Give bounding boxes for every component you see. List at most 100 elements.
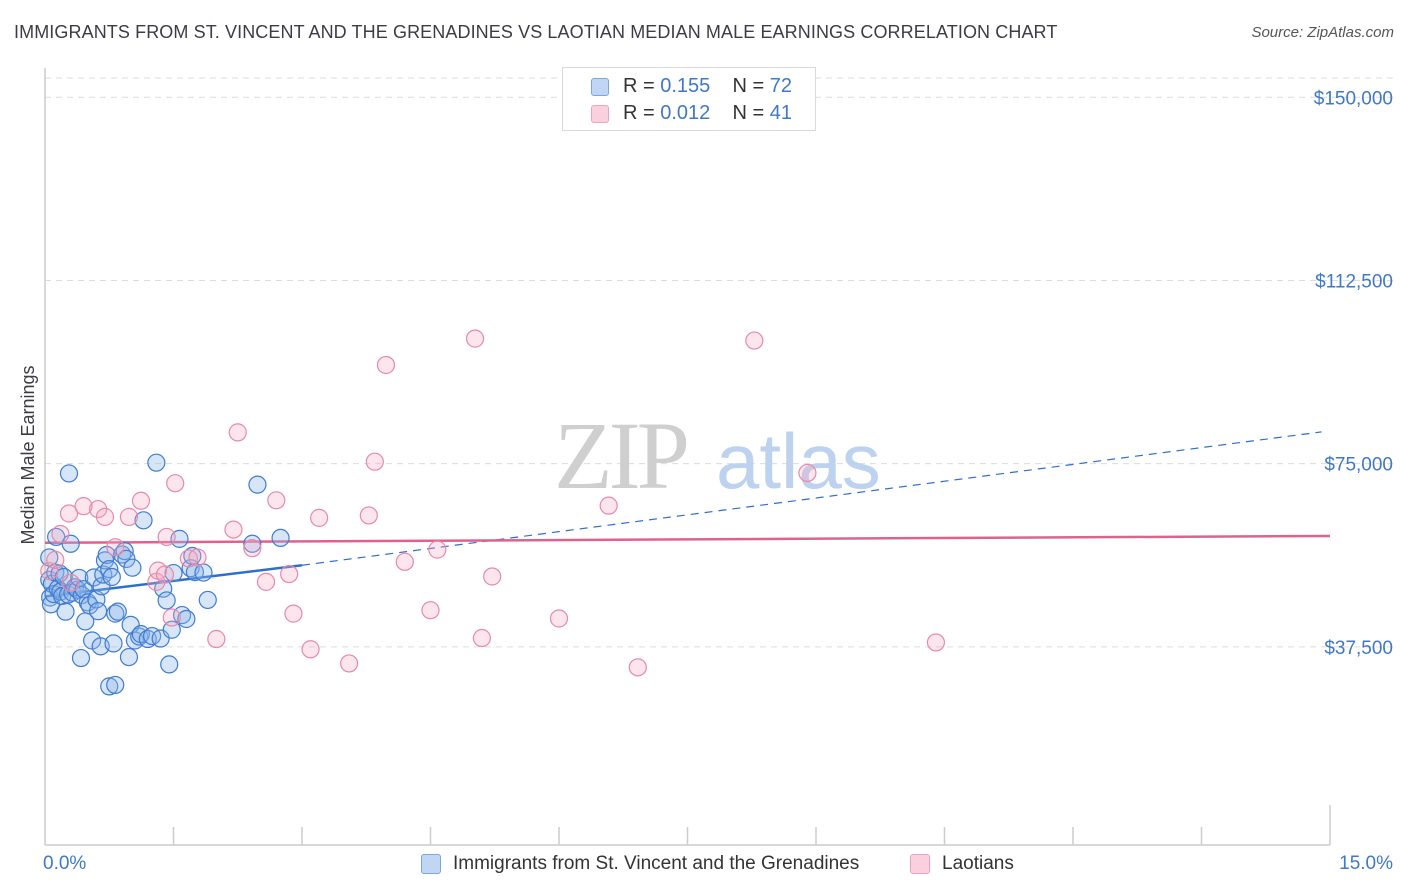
point-immigrants [194, 563, 213, 582]
point-laotians [40, 562, 59, 581]
point-laotians [267, 491, 286, 510]
point-immigrants [248, 475, 267, 494]
point-laotians [256, 572, 276, 591]
point-laotians [628, 658, 647, 677]
point-laotians [51, 524, 70, 544]
series-legend: Immigrants from St. Vincent and the Gren… [0, 848, 1406, 882]
point-laotians [340, 654, 359, 673]
point-laotians [131, 491, 151, 510]
point-laotians [284, 604, 303, 623]
point-immigrants [104, 634, 123, 653]
series-swatch-pink [910, 854, 930, 874]
series-label-blue: Immigrants from St. Vincent and the Gren… [453, 853, 860, 874]
point-laotians [376, 355, 396, 375]
point-laotians [228, 423, 247, 442]
series-swatch-blue [421, 854, 441, 874]
point-laotians [395, 552, 414, 571]
point-laotians [155, 565, 175, 584]
point-laotians [224, 520, 243, 539]
point-laotians [421, 601, 440, 620]
point-immigrants [134, 511, 153, 530]
point-immigrants [271, 528, 290, 548]
trend-line-laotians [44, 534, 1331, 545]
y-tick-label: $37,500 [1324, 638, 1393, 659]
legend-n-value: 72 [769, 75, 793, 97]
point-immigrants [92, 577, 111, 596]
y-axis-label: Median Male Earnings [18, 365, 38, 544]
point-laotians [61, 573, 80, 592]
x-tick-label-max: 15.0% [1339, 853, 1393, 874]
point-laotians [59, 504, 79, 523]
legend-r-label: R = [623, 75, 661, 97]
point-immigrants [89, 602, 108, 621]
chart-title: IMMIGRANTS FROM ST. VINCENT AND THE GREN… [14, 22, 1058, 42]
point-laotians [74, 497, 93, 516]
point-laotians [46, 550, 65, 569]
point-laotians [119, 507, 139, 526]
legend-n-value: 41 [769, 102, 793, 124]
point-laotians [280, 564, 299, 584]
point-immigrants [106, 675, 125, 695]
point-laotians [301, 640, 320, 659]
point-laotians [207, 629, 226, 649]
legend-r-value: 0.012 [660, 102, 711, 124]
chart-source: Source: ZipAtlas.com [1251, 24, 1394, 41]
point-immigrants [147, 453, 166, 472]
trend-line-immigrants [44, 564, 303, 598]
point-laotians [359, 506, 378, 525]
legend-r-label: R = [623, 102, 661, 124]
point-immigrants [56, 602, 75, 621]
legend-swatch-blue [591, 78, 609, 96]
trend-layer [44, 431, 1331, 598]
watermark-zip: ZIP [554, 402, 687, 509]
point-laotians [472, 628, 491, 648]
point-immigrants [102, 567, 121, 587]
y-tick-label: $75,000 [1324, 455, 1393, 476]
y-tick-label: $112,500 [1315, 271, 1393, 292]
watermark: ZIP atlas [554, 402, 881, 509]
point-immigrants [106, 604, 125, 623]
x-tick-label-min: 0.0% [43, 853, 86, 874]
legend-n-label: N = [732, 75, 770, 97]
point-laotians [95, 507, 115, 526]
point-laotians [549, 609, 569, 628]
point-immigrants [117, 549, 136, 569]
point-laotians [926, 633, 946, 652]
point-laotians [106, 538, 125, 557]
y-tick-label: $150,000 [1314, 88, 1393, 109]
point-immigrants [157, 591, 176, 610]
point-immigrants [119, 647, 139, 667]
point-laotians [365, 452, 384, 471]
point-laotians [162, 608, 181, 627]
legend-r-value: 0.155 [660, 75, 711, 97]
point-laotians [188, 548, 207, 567]
legend-text-pink: R = 0.012 N = 41 [623, 99, 792, 127]
point-immigrants [154, 579, 173, 598]
stats-legend: R = 0.155 N = 72 R = 0.012 N = 41 [562, 67, 816, 131]
watermark-atlas: atlas [716, 417, 881, 505]
point-immigrants [123, 558, 142, 577]
point-immigrants [53, 586, 72, 606]
point-laotians [745, 331, 764, 350]
point-laotians [157, 527, 176, 547]
trend-line-immigrants-extension [301, 431, 1322, 566]
point-immigrants [243, 534, 262, 553]
point-laotians [465, 329, 485, 348]
point-immigrants [59, 464, 79, 483]
legend-n-label: N = [732, 102, 770, 124]
labels-layer: $37,500 $75,000 $112,500 $150,000 0.0% 15.0% M… [18, 88, 1393, 874]
point-laotians [166, 474, 185, 493]
point-laotians [428, 540, 447, 559]
point-immigrants [198, 590, 217, 610]
point-immigrants [100, 677, 119, 696]
legend-text-blue: R = 0.155 N = 72 [623, 72, 792, 100]
point-laotians [599, 496, 618, 515]
point-laotians [798, 463, 817, 483]
axes-layer [44, 68, 1331, 846]
point-immigrants [71, 648, 91, 668]
grid-layer [45, 77, 1395, 648]
point-laotians [243, 539, 262, 558]
point-laotians [310, 508, 329, 527]
series-label-pink: Laotians [942, 853, 1014, 874]
